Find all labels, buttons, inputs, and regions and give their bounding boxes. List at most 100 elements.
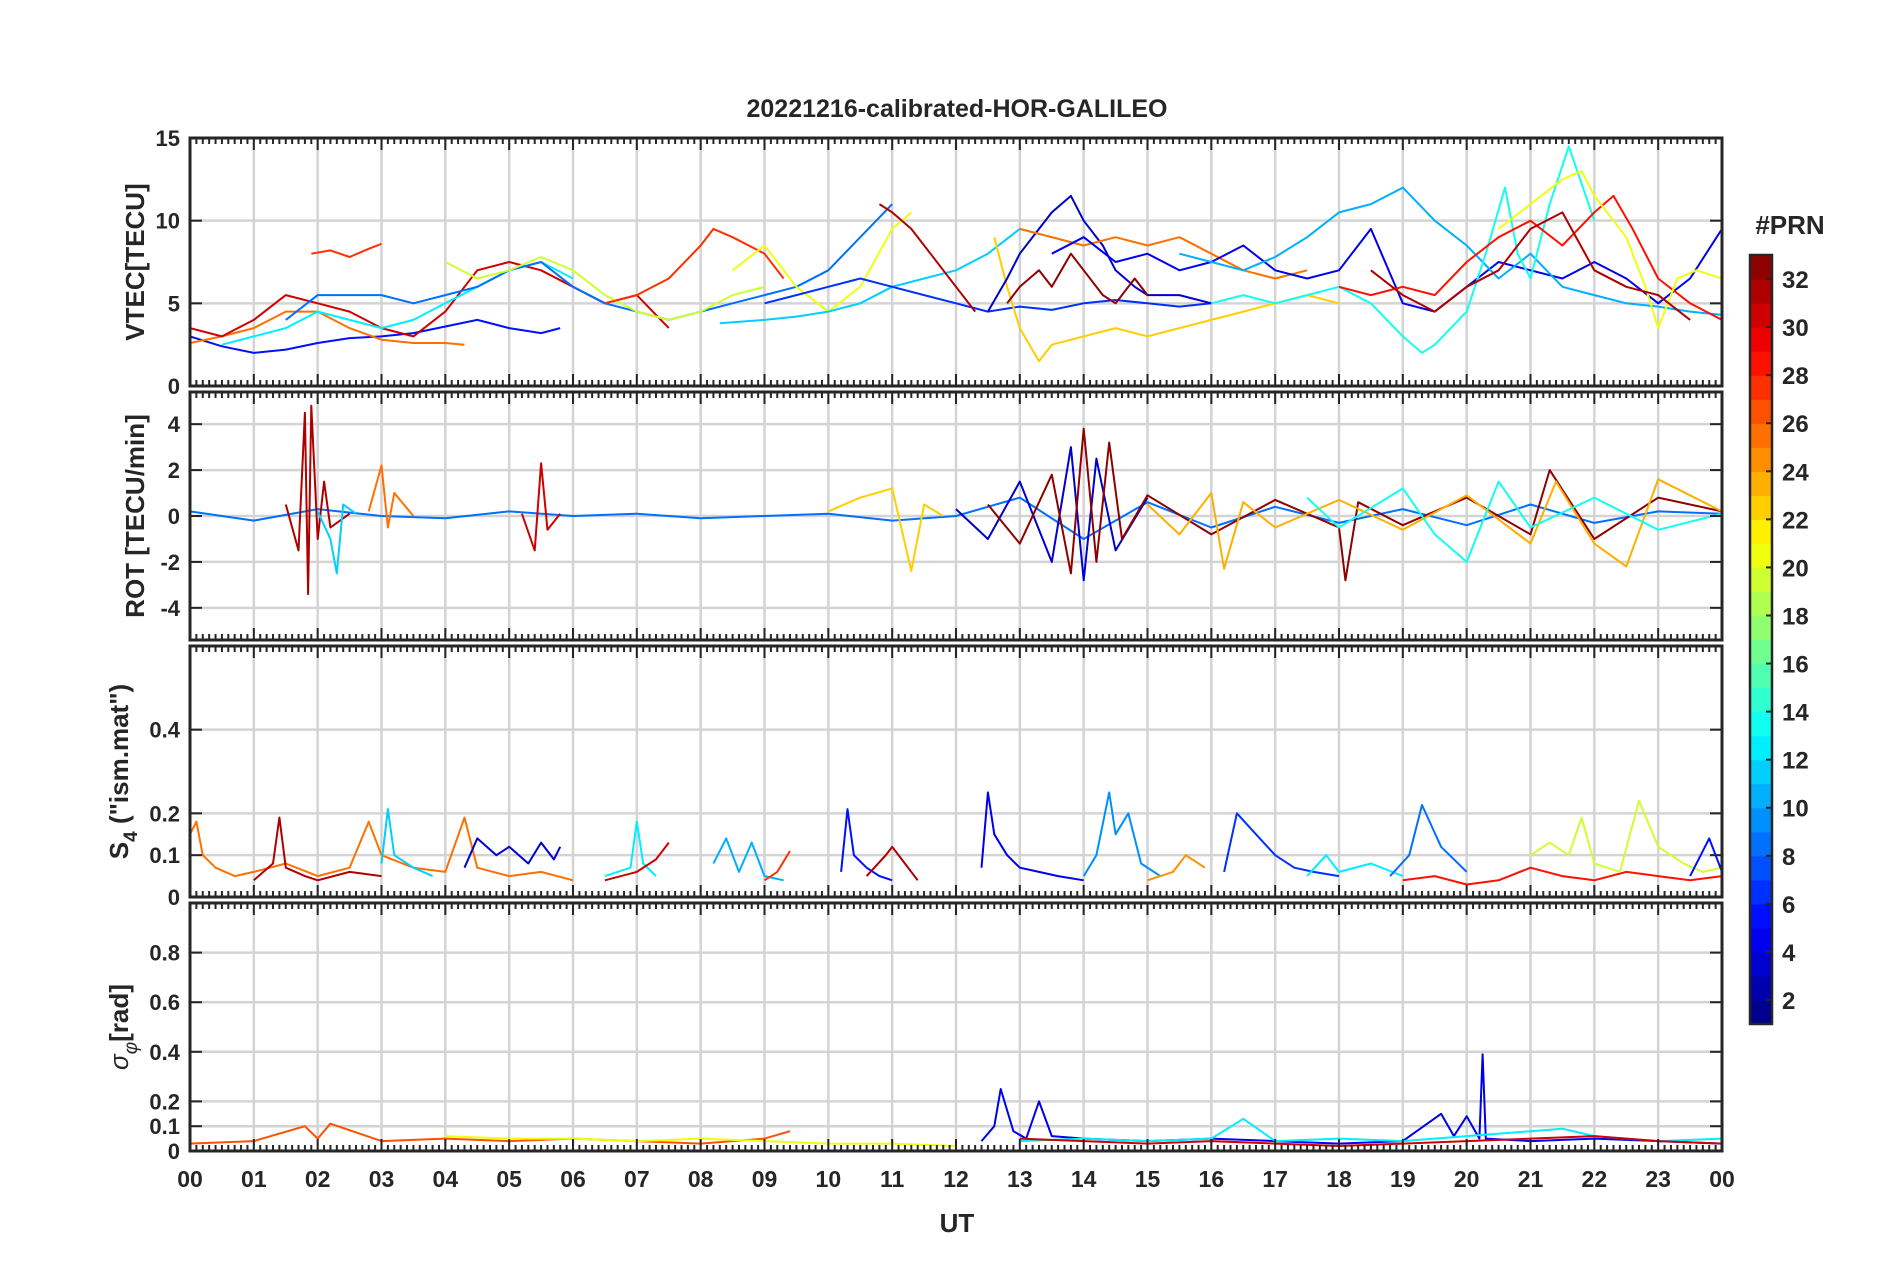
- colorbar-swatch: [1750, 423, 1772, 448]
- colorbar-tick-label: 26: [1782, 411, 1809, 438]
- colorbar-swatch: [1750, 807, 1772, 833]
- colorbar-tick-label: 12: [1782, 748, 1809, 775]
- y-tick-label: 0: [168, 885, 180, 910]
- series-line-prn-8: [190, 496, 1722, 540]
- colorbar-swatch: [1750, 687, 1772, 713]
- y-axis-label-rot: ROT [TECU/min]: [120, 414, 150, 618]
- series-line-prn-32: [987, 427, 1722, 582]
- y-tick-label: 5: [168, 291, 180, 316]
- series-group: [190, 145, 1722, 363]
- series-line-prn-4: [980, 791, 1084, 882]
- colorbar-tick-label: 4: [1782, 940, 1796, 967]
- colorbar-swatch: [1750, 399, 1772, 424]
- y-tick-label: 0.2: [149, 1089, 180, 1114]
- figure-title: 20221216-calibrated-HOR-GALILEO: [747, 95, 1168, 123]
- x-tick-label: 00: [1709, 1166, 1735, 1192]
- y-tick-label: 0.6: [149, 990, 180, 1015]
- panel-vtec: 0 5 10 15 VTEC[TECU]: [120, 126, 1724, 399]
- colorbar-swatch: [1750, 975, 1772, 1001]
- series-line-prn-12: [1019, 1117, 1722, 1143]
- x-axis-label: UT: [940, 1208, 975, 1238]
- colorbar-swatch: [1750, 303, 1772, 328]
- colorbar-swatch: [1750, 783, 1772, 809]
- panels: 0 5 10 15 VTEC[TECU] -4 -2 0 2 4 ROT [TECU/min] 0 0.…: [104, 126, 1724, 1164]
- panel-s4: 0 0.1 0.2 0.4 S4 ("ism.mat"): [104, 644, 1724, 910]
- series-line-prn-11: [380, 808, 434, 878]
- series-line-prn-31: [865, 845, 919, 881]
- axes-frame: [188, 136, 1724, 388]
- colorbar-tick-label: 18: [1782, 603, 1809, 630]
- series-line-prn-28: [1338, 194, 1722, 321]
- series-line-prn-30: [520, 462, 561, 552]
- y-tick-label: 4: [168, 412, 181, 437]
- series-line-prn-27: [311, 242, 382, 258]
- x-tick-label: 09: [752, 1166, 778, 1192]
- y-tick-label: -2: [160, 550, 180, 575]
- colorbar-tick-label: 24: [1782, 459, 1809, 486]
- series-line-prn-8: [1389, 804, 1468, 877]
- series-line-prn-12: [604, 820, 657, 878]
- series-line-prn-5: [1689, 837, 1722, 877]
- colorbar-swatch: [1750, 495, 1772, 520]
- colorbar-swatch: [1750, 279, 1772, 304]
- colorbar-label: #PRN: [1755, 210, 1824, 240]
- y-tick-label: 0.1: [149, 1114, 180, 1139]
- series-line-prn-10: [1179, 186, 1722, 316]
- series-group: [190, 791, 1722, 886]
- x-tick-label: 15: [1135, 1166, 1161, 1192]
- series-line-prn-4: [1051, 227, 1722, 313]
- x-tick-label: 16: [1199, 1166, 1225, 1192]
- colorbar-swatch: [1750, 543, 1772, 569]
- axes-frame: [188, 644, 1724, 899]
- y-tick-label: 2: [168, 458, 180, 483]
- series-line-prn-25: [1019, 227, 1308, 280]
- y-tick-label: 10: [156, 209, 180, 234]
- series-line-prn-20: [445, 1135, 957, 1147]
- series-line-prn-25: [367, 464, 415, 529]
- axes-frame: [188, 390, 1724, 642]
- y-tick-label: 0.4: [149, 1040, 180, 1065]
- series-line-prn-23: [1146, 478, 1722, 570]
- series-line-prn-19: [444, 256, 765, 321]
- series-line-prn-5: [840, 808, 893, 882]
- colorbar-swatch: [1750, 447, 1772, 472]
- panel-rot: -4 -2 0 2 4 ROT [TECU/min]: [120, 390, 1724, 642]
- colorbar-swatch: [1750, 615, 1772, 641]
- x-tick-label: 21: [1518, 1166, 1544, 1192]
- y-axis-label-vtec: VTEC[TECU]: [120, 183, 150, 340]
- x-tick-label: 11: [880, 1166, 905, 1192]
- colorbar-tick-label: 22: [1782, 507, 1809, 534]
- y-tick-label: 15: [156, 126, 180, 151]
- series-line-prn-31: [1370, 211, 1691, 321]
- series-line-prn-20: [1497, 170, 1722, 330]
- series-line-prn-27: [604, 227, 785, 305]
- colorbar-swatch: [1750, 735, 1772, 761]
- colorbar-swatch: [1750, 903, 1772, 929]
- series-line-prn-28: [1402, 866, 1722, 886]
- colorbar-swatch: [1750, 711, 1772, 737]
- y-axis-label-sigma_phi: σφ[rad]: [104, 984, 142, 1070]
- colorbar-tick-label: 28: [1782, 363, 1809, 390]
- x-tick-label: 22: [1582, 1166, 1608, 1192]
- colorbar-swatch: [1750, 591, 1772, 617]
- y-tick-label: 0.1: [149, 843, 180, 868]
- x-tick-label: 03: [369, 1166, 395, 1192]
- colorbar-tick-label: 32: [1782, 267, 1809, 294]
- colorbar-tick-label: 14: [1782, 700, 1809, 727]
- colorbar-swatch: [1750, 327, 1772, 352]
- x-tick-label: 12: [943, 1166, 969, 1192]
- colorbar-swatch: [1750, 831, 1772, 857]
- x-tick-label: 17: [1262, 1166, 1288, 1192]
- y-tick-label: -4: [160, 596, 180, 621]
- colorbar-tick-label: 8: [1782, 844, 1795, 871]
- colorbar-tick-label: 10: [1782, 796, 1809, 823]
- colorbar-swatch: [1750, 255, 1772, 280]
- x-tick-label: 19: [1390, 1166, 1416, 1192]
- series-line-prn-32: [1006, 252, 1149, 305]
- series-line-prn-22: [827, 487, 944, 573]
- y-tick-label: 0: [168, 374, 180, 399]
- colorbar-swatch: [1750, 927, 1772, 953]
- colorbar-tick-label: 2: [1782, 988, 1795, 1015]
- series-line-prn-12: [1306, 854, 1404, 878]
